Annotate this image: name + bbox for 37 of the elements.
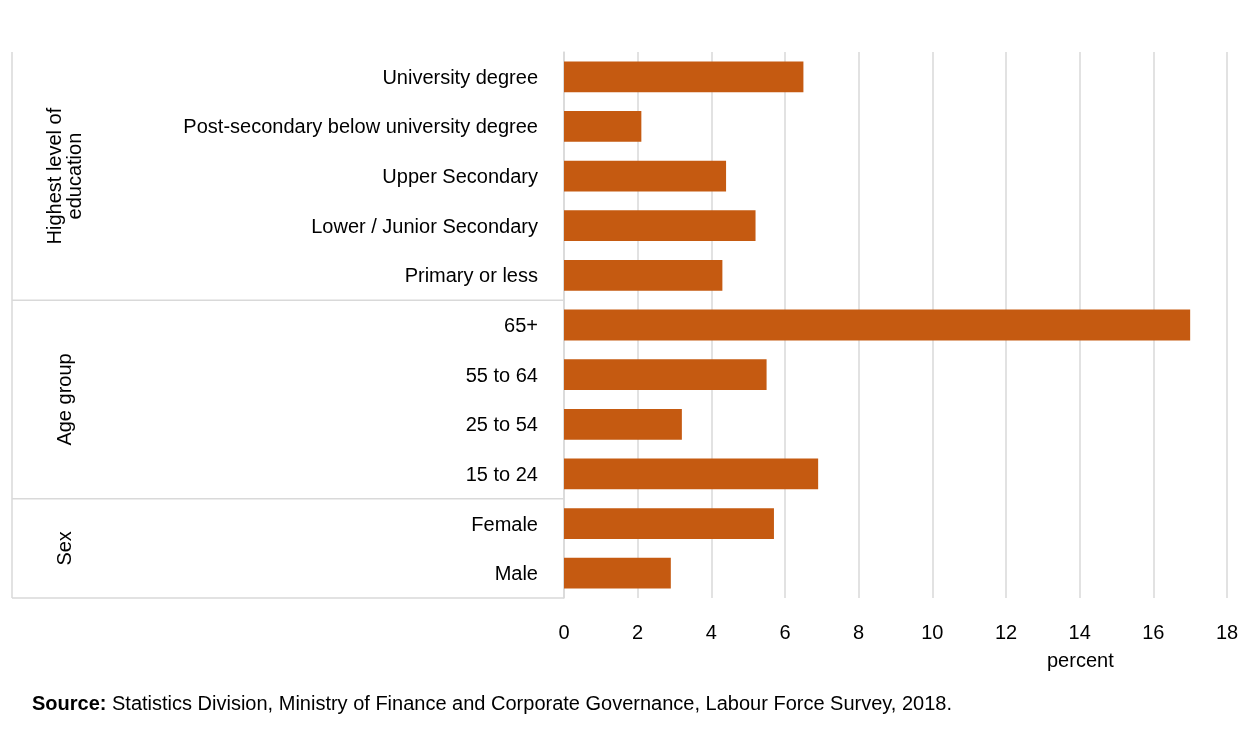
y-tick-label: 15 to 24: [465, 462, 538, 485]
bar: [564, 557, 671, 589]
bar: [564, 160, 727, 192]
x-tick-label: 14: [1068, 621, 1091, 643]
bar: [564, 111, 642, 142]
x-tick-label: 8: [853, 621, 865, 643]
x-tick-label: 0: [558, 621, 570, 643]
y-tick-label: Male: [494, 562, 538, 585]
bar: [564, 359, 767, 391]
y-tick-label: 65+: [504, 314, 538, 336]
y-tick-label: Post-secondary below university degree: [183, 115, 538, 138]
bar: [564, 508, 774, 539]
x-tick-label: 4: [705, 621, 717, 643]
y-tick-label: Primary or less: [404, 264, 538, 287]
bar: [564, 309, 1191, 341]
y-tick-label: Upper Secondary: [382, 165, 538, 188]
x-tick-label: 2: [632, 621, 644, 643]
source-note: Source: Statistics Division, Ministry of Finance and Corporate Governance, Labour Force Survey, 2018.: [32, 692, 953, 714]
text: Sex: [53, 531, 75, 566]
y-tick-label: Lower / Junior Secondary: [311, 214, 538, 237]
bar: [564, 259, 723, 291]
bar: [564, 61, 804, 93]
y-tick-label: 55 to 64: [465, 363, 538, 386]
bar: [564, 408, 682, 440]
x-tick-label: 10: [921, 621, 944, 643]
bar: [564, 458, 819, 490]
x-tick-label: 12: [994, 621, 1018, 643]
x-tick-label: 6: [779, 621, 791, 643]
bar: [564, 210, 756, 242]
x-tick-label: 18: [1215, 621, 1239, 643]
y-tick-label: 25 to 54: [465, 413, 538, 436]
text: Highest level of education: [43, 107, 85, 245]
x-axis-title: percent: [1047, 649, 1115, 671]
x-tick-label: 16: [1142, 621, 1165, 643]
text: Age group: [53, 353, 75, 446]
y-tick-label: University degree: [382, 65, 538, 88]
y-tick-label: Female: [471, 512, 538, 535]
